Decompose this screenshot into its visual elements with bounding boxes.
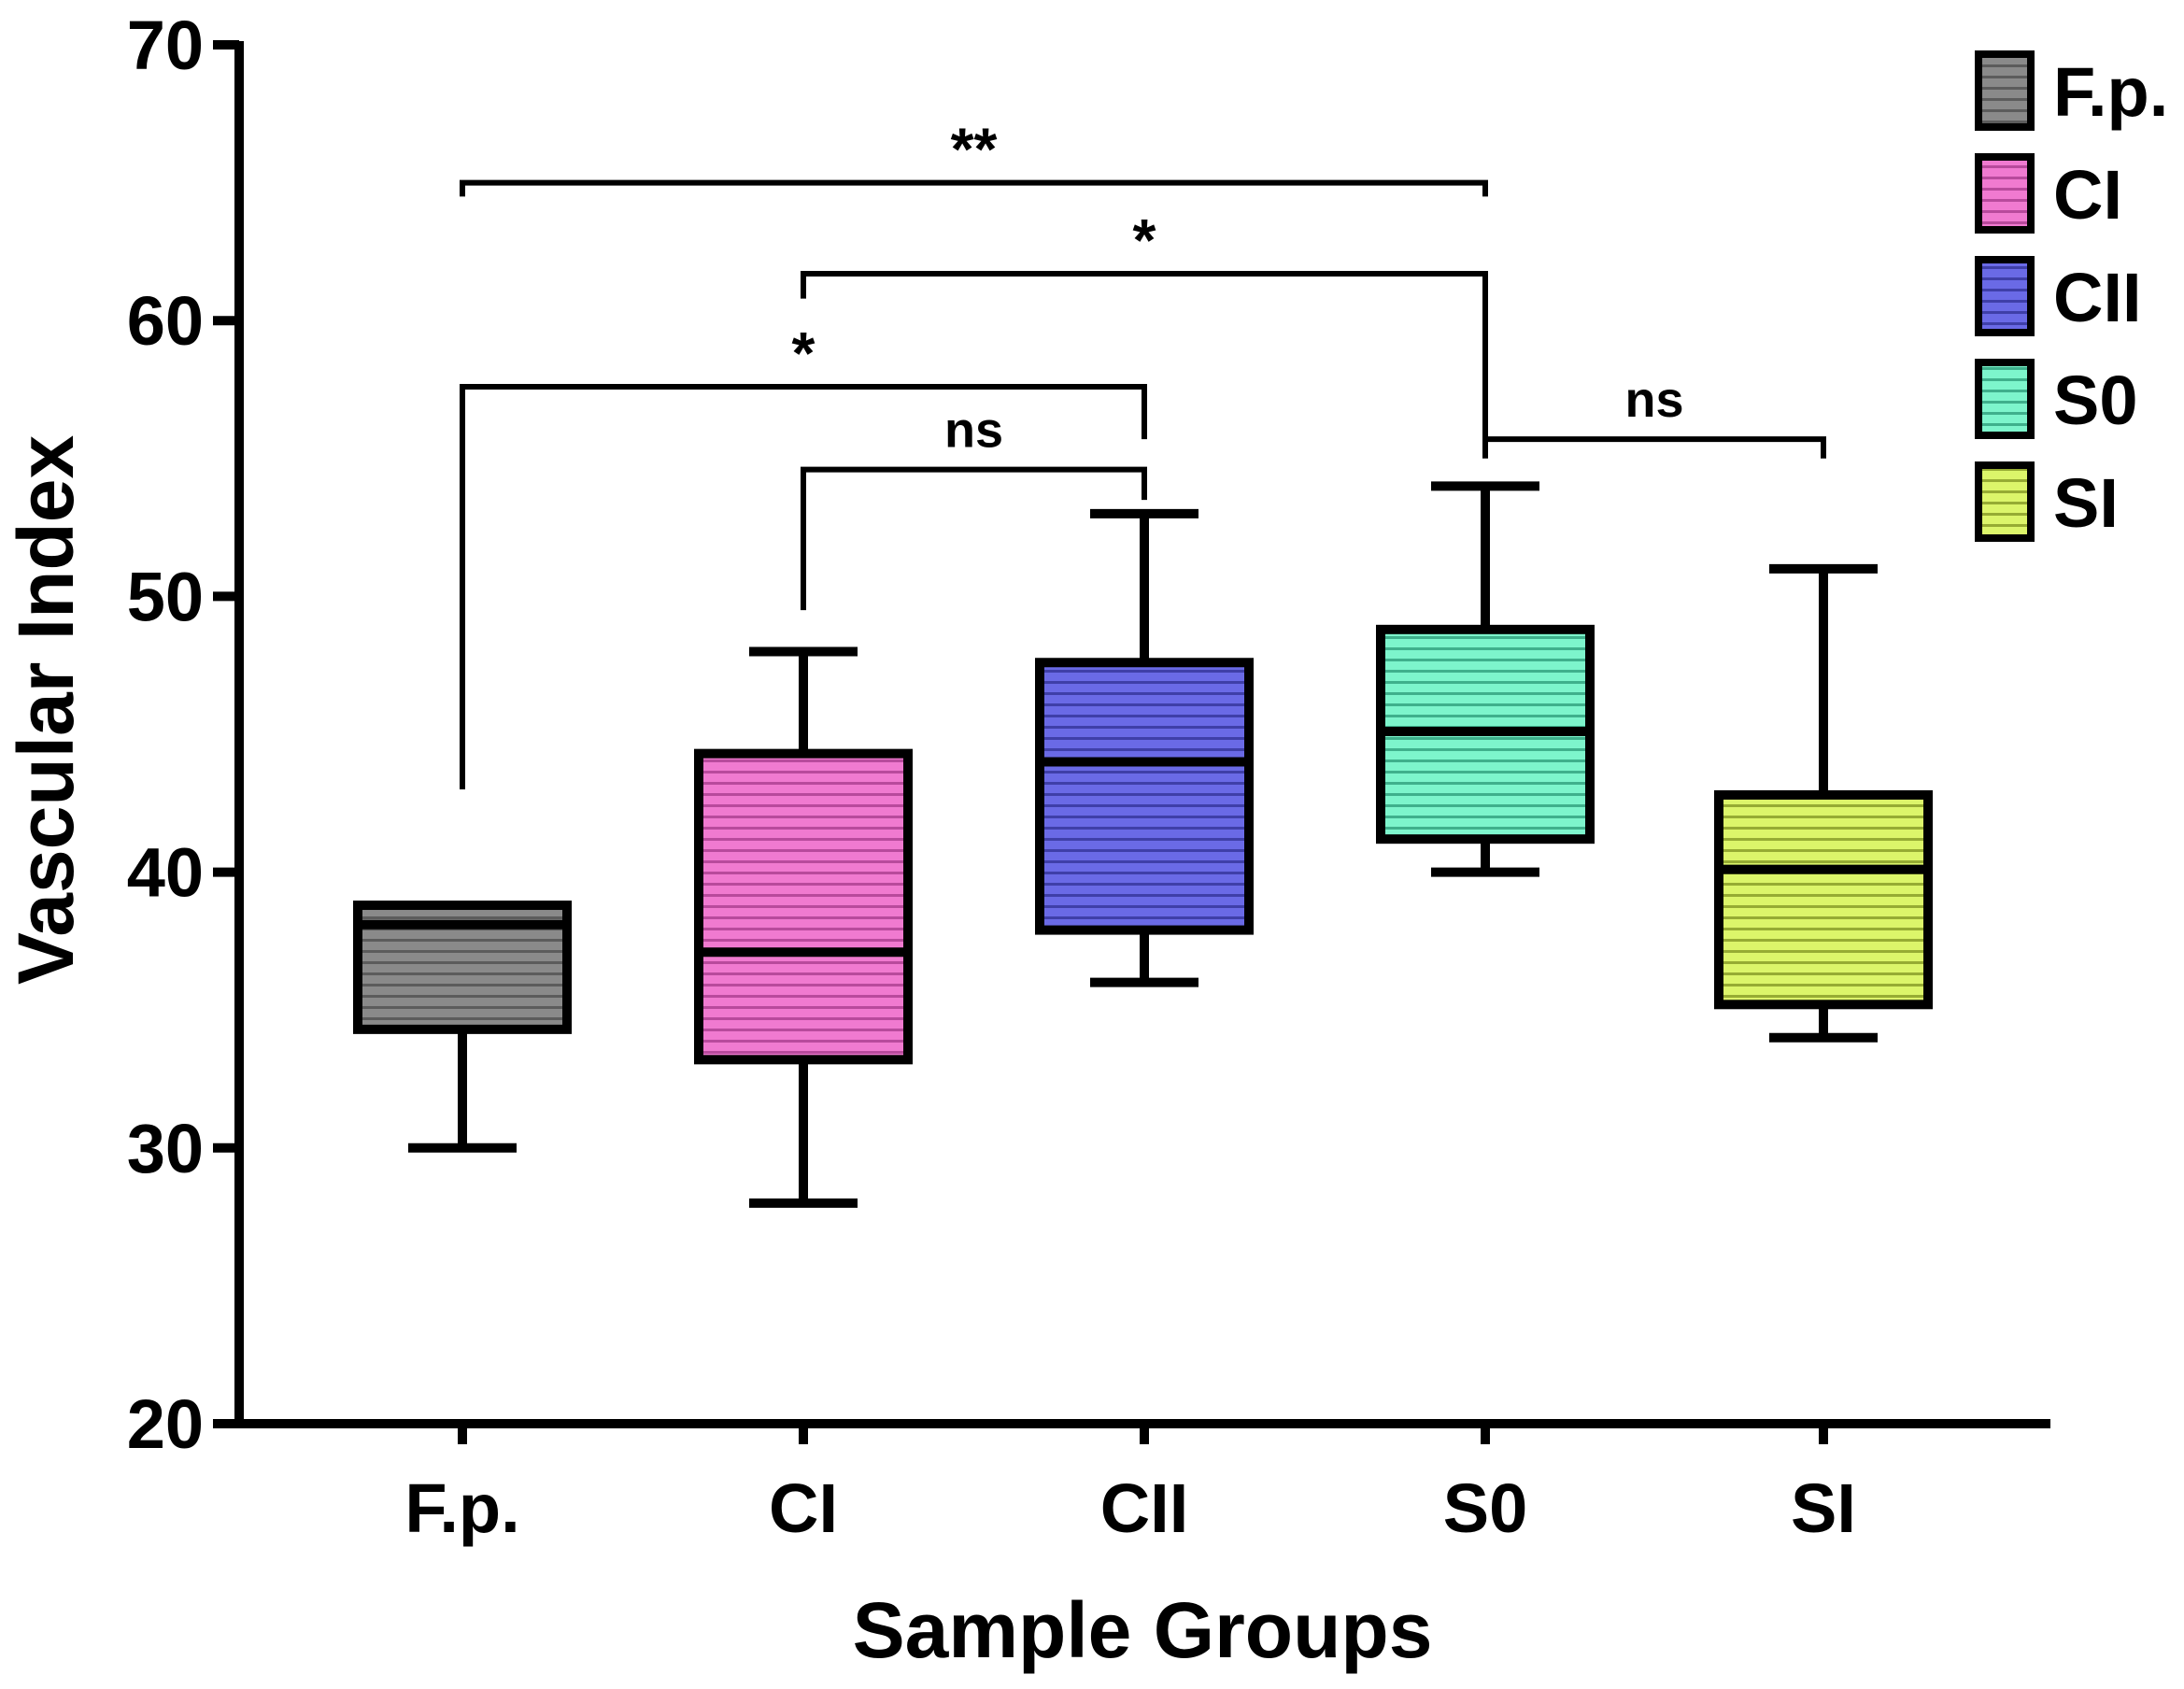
bracket: ns — [801, 403, 1147, 611]
bracket-line — [801, 466, 1147, 611]
bracket: * — [801, 206, 1488, 450]
iqr-box — [694, 748, 913, 1065]
legend-label: S0 — [2053, 362, 2138, 439]
significance-label: * — [792, 319, 815, 387]
legend-item: F.p. — [1975, 50, 2168, 131]
box-fp — [353, 901, 572, 1153]
legend-item: SI — [1975, 461, 2119, 542]
bracket: ns — [1482, 372, 1826, 459]
y-tick-label: 30 — [127, 1110, 204, 1187]
bracket-line — [460, 384, 1147, 790]
significance-label: * — [1133, 206, 1156, 274]
significance-label: ** — [951, 116, 998, 183]
y-tick-label: 40 — [127, 834, 204, 912]
legend: F.p. CI CII S0 SI — [1975, 50, 2168, 542]
bracket-line — [1482, 436, 1826, 459]
significance-label: ns — [1624, 372, 1683, 428]
legend-item: CI — [1975, 153, 2122, 234]
bracket: ** — [460, 116, 1488, 197]
y-tick-label: 70 — [127, 7, 204, 84]
legend-label: SI — [2053, 464, 2119, 542]
y-tick-label: 60 — [127, 282, 204, 360]
x-tick-label: CI — [769, 1469, 838, 1547]
legend-label: CI — [2053, 156, 2122, 234]
box-si — [1714, 563, 1933, 1043]
x-tick-label: SI — [1791, 1469, 1856, 1547]
x-tick-label: CII — [1100, 1469, 1189, 1547]
iqr-box — [1714, 789, 1933, 1010]
legend-swatch — [1975, 153, 2035, 234]
legend-label: CII — [2053, 259, 2142, 336]
y-axis-title: Vascular Index — [2, 435, 90, 986]
legend-swatch — [1975, 50, 2035, 131]
significance-label: ns — [944, 403, 1003, 459]
iqr-box — [1035, 658, 1254, 935]
box-ci — [694, 646, 913, 1208]
x-tick-label: S0 — [1443, 1469, 1528, 1547]
y-tick-label: 50 — [127, 558, 204, 635]
legend-swatch — [1975, 359, 2035, 439]
y-tick-label: 20 — [127, 1385, 204, 1463]
plot-area — [353, 481, 1933, 1208]
bracket-line — [460, 179, 1488, 197]
x-tick-label: F.p. — [404, 1469, 519, 1547]
axes: Vascular Index Sample Groups 20 30 40 50 60 7… — [2, 7, 2050, 1674]
box-s0 — [1376, 481, 1595, 877]
legend-item: S0 — [1975, 359, 2138, 439]
legend-label: F.p. — [2053, 53, 2168, 131]
legend-swatch — [1975, 461, 2035, 542]
bracket-line — [801, 271, 1488, 450]
box-cii — [1035, 508, 1254, 987]
legend-swatch — [1975, 256, 2035, 336]
bracket: * — [460, 319, 1147, 790]
x-axis-title: Sample Groups — [853, 1586, 1433, 1674]
legend-item: CII — [1975, 256, 2142, 336]
